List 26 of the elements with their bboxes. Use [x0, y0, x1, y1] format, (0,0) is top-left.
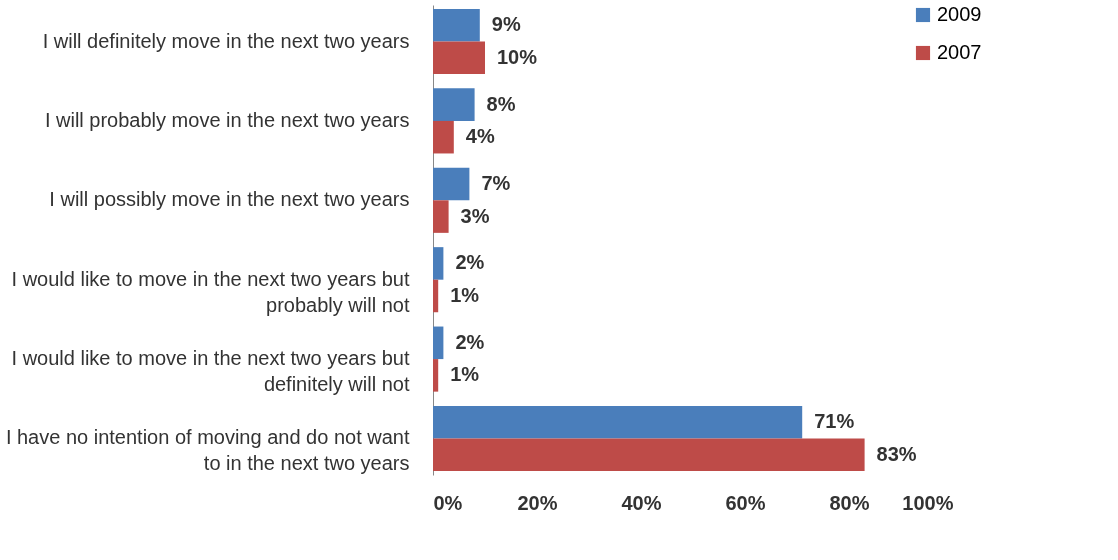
data-label: 10%	[497, 45, 538, 68]
x-tick-label: 0%	[433, 491, 463, 514]
x-tick-label: 80%	[829, 491, 870, 514]
data-label: 1%	[450, 283, 480, 306]
legend-label: 2007	[937, 41, 982, 63]
x-tick-label: 40%	[621, 491, 662, 514]
data-label: 8%	[486, 92, 516, 115]
data-label: 2%	[455, 251, 485, 274]
y-tick-label: I have no intention of moving and do not want to in the next two years	[5, 426, 410, 475]
data-label: 3%	[460, 204, 490, 227]
x-tick-label: 60%	[725, 491, 766, 514]
y-tick-label: I will definitely move in the next two years	[42, 29, 410, 52]
y-tick-label: I will probably move in the next two years	[44, 108, 410, 131]
data-label: 7%	[481, 172, 511, 195]
data-label: 1%	[450, 363, 480, 386]
y-tick-label: I would like to move in the next two years but definitely will not	[11, 347, 410, 396]
legend-label: 2009	[937, 3, 982, 25]
y-tick-label: I would like to move in the next two years but probably will not	[11, 267, 410, 316]
data-label: 71%	[814, 410, 855, 433]
x-tick-label: 20%	[517, 491, 558, 514]
y-tick-label: I will possibly move in the next two years	[49, 188, 410, 211]
data-label: 4%	[465, 125, 495, 148]
data-label: 2%	[455, 330, 485, 353]
x-tick-label: 100%	[902, 491, 954, 514]
data-label: 9%	[491, 13, 521, 36]
data-label: 83%	[876, 442, 917, 465]
